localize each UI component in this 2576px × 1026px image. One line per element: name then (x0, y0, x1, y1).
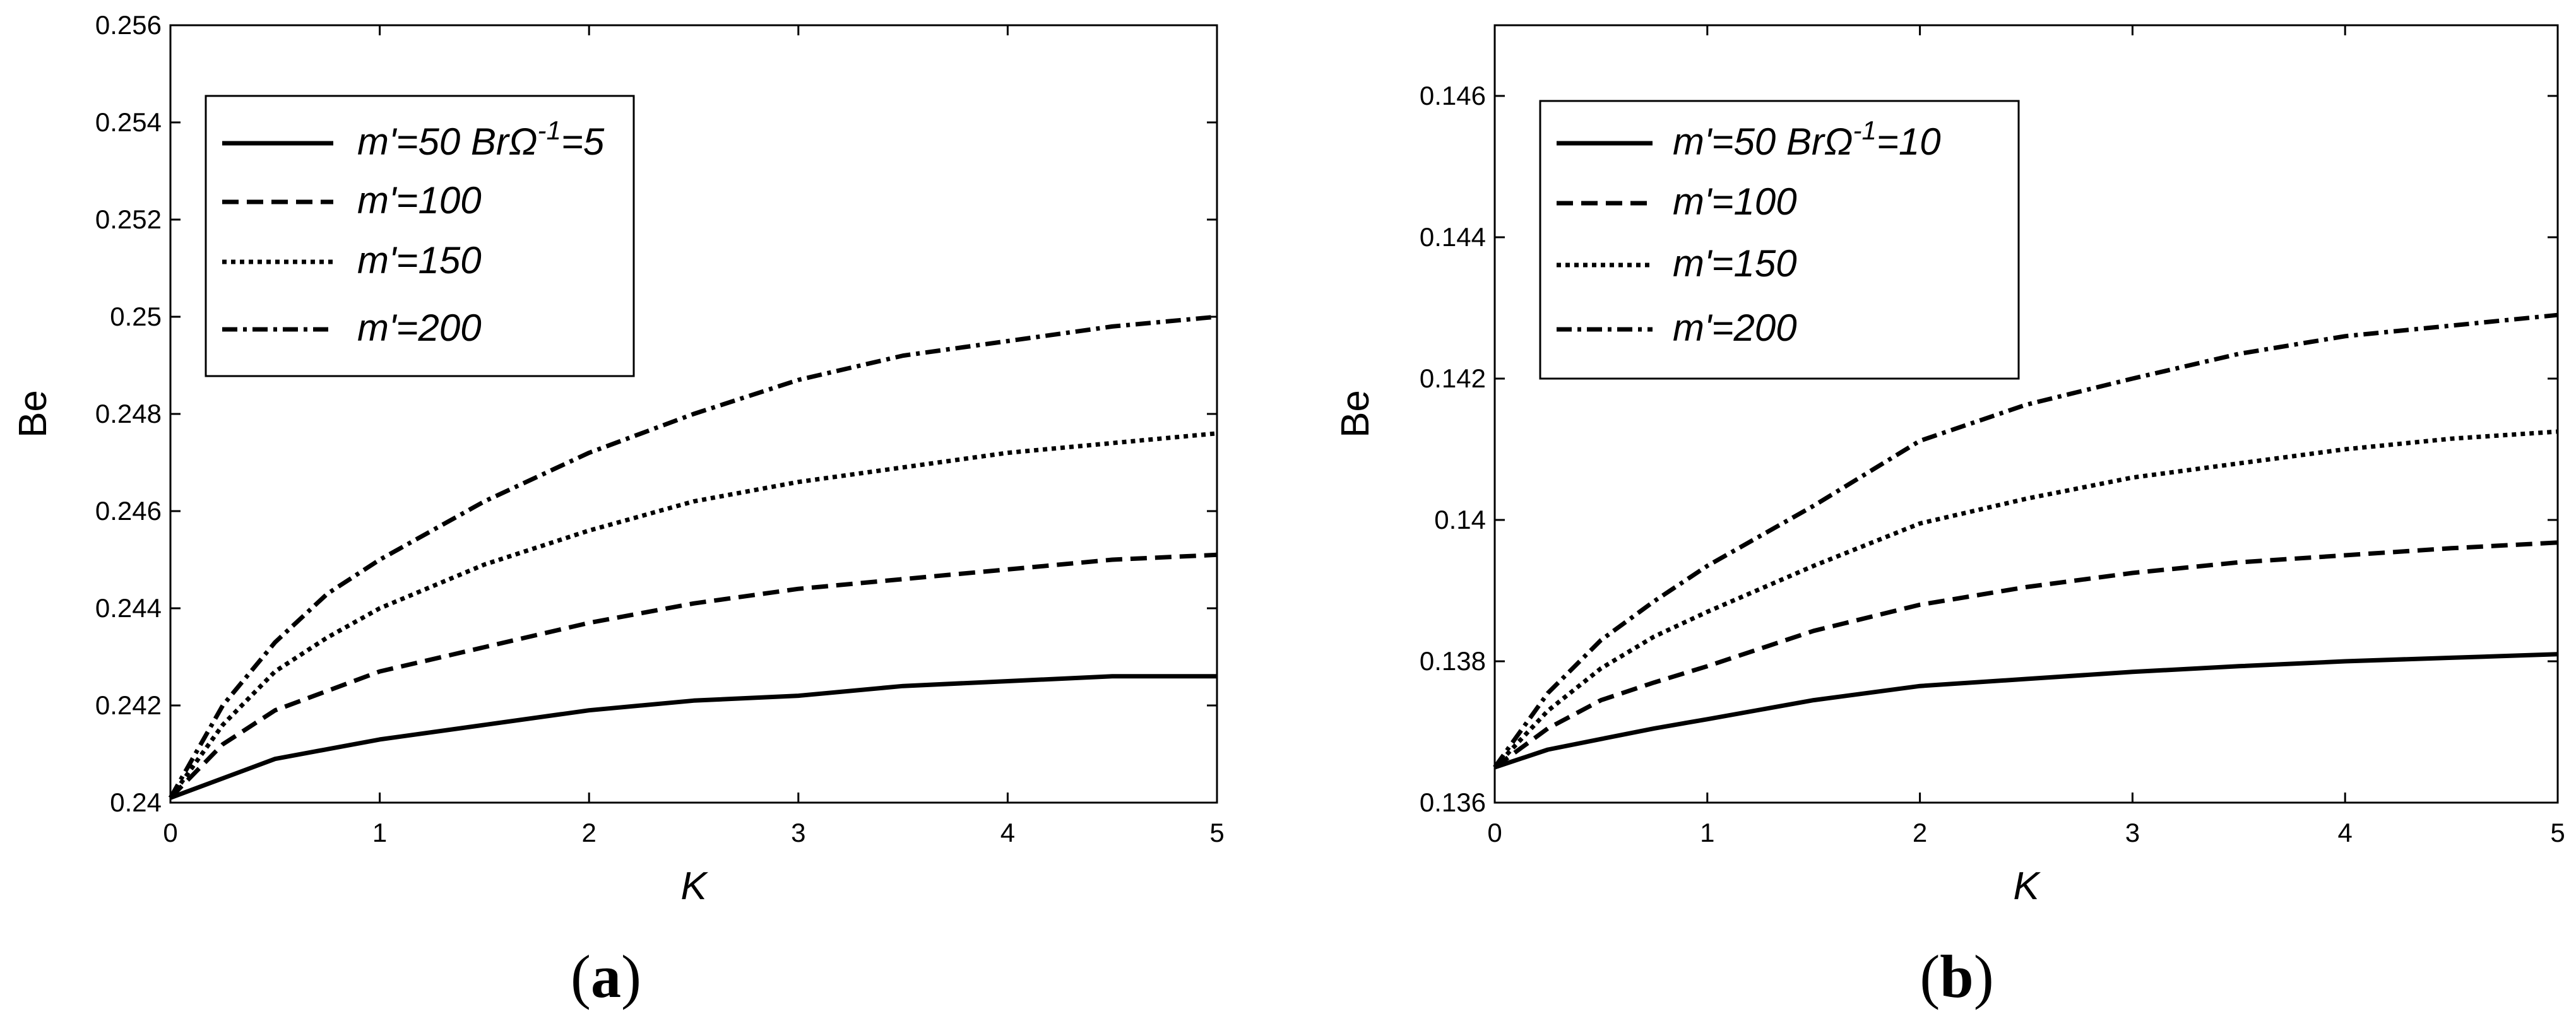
panel-label: (b) (1920, 943, 1993, 1010)
legend-entry-label: m'=50 BrΩ-1=5 (357, 115, 605, 163)
y-tick-label: 0.256 (95, 10, 162, 40)
series-line-dashed (1493, 540, 2558, 769)
x-tick-label: 3 (2125, 818, 2140, 847)
y-tick-label: 0.248 (95, 399, 162, 428)
series-line-dashdot (1493, 312, 2558, 769)
panel-label: (a) (571, 943, 641, 1010)
x-axis-label: K (2013, 864, 2041, 908)
chart-panel-b: 0 1 2 3 4 5 0.136 0.138 0.14 0.142 0.144 0.146 K Be m'… (1334, 24, 2565, 1010)
legend-entry-label: m'=100 (357, 179, 482, 221)
legend: m'=50 BrΩ-1=5 m'=100 m'=150 m'=200 (205, 95, 635, 377)
series-line-solid (169, 674, 1217, 800)
legend: m'=50 BrΩ-1=10 m'=100 m'=150 m'=200 (1539, 100, 2020, 380)
y-axis-label: Be (1334, 390, 1377, 438)
x-tick-label: 5 (2550, 818, 2565, 847)
x-tick-label: 3 (791, 818, 805, 847)
x-tick-label: 2 (582, 818, 597, 847)
legend-entry-label: m'=150 (1673, 242, 1797, 285)
legend-entry-label: m'=200 (1673, 307, 1797, 349)
y-tick-label: 0.14 (1434, 505, 1486, 534)
y-tick-label: 0.146 (1420, 81, 1486, 110)
x-tick-label: 0 (1487, 818, 1502, 847)
y-tick-label: 0.246 (95, 496, 162, 526)
series-line-dashdot (168, 314, 1218, 799)
y-tick-label: 0.138 (1420, 646, 1486, 676)
y-tick-label: 0.254 (95, 107, 162, 137)
legend-entry-label: m'=150 (357, 239, 482, 281)
y-tick-label: 0.24 (110, 787, 162, 817)
y-tick-label: 0.244 (95, 593, 162, 623)
legend-entry-label: m'=200 (357, 307, 482, 349)
y-axis-label: Be (11, 390, 55, 438)
x-tick-label: 4 (1000, 818, 1015, 847)
x-tick-label: 0 (163, 818, 177, 847)
x-tick-label: 2 (1913, 818, 1927, 847)
x-axis-label: K (680, 864, 708, 908)
y-tick-label: 0.144 (1420, 222, 1486, 252)
y-tick-label: 0.252 (95, 204, 162, 234)
legend-entry-label: m'=50 BrΩ-1=10 (1673, 115, 1941, 163)
series-line-dashed (169, 552, 1218, 799)
legend-box (1539, 100, 2020, 380)
legend-entry-label: m'=100 (1673, 180, 1797, 223)
x-tick-label: 1 (372, 818, 387, 847)
y-tick-label: 0.25 (110, 302, 162, 331)
y-tick-label: 0.142 (1420, 363, 1486, 393)
y-tick-label: 0.242 (95, 690, 162, 720)
x-tick-label: 5 (1209, 818, 1224, 847)
x-tick-label: 1 (1700, 818, 1714, 847)
series-line-dotted (169, 431, 1218, 799)
series-line-solid (1493, 652, 2558, 770)
x-tick-label: 4 (2338, 818, 2353, 847)
chart-panel-a: 0 1 2 3 4 5 0.24 0.242 0.244 0.246 0.248 0.25 0.252 0… (11, 10, 1225, 1010)
y-tick-label: 0.136 (1420, 787, 1486, 817)
series-line-dotted (1493, 429, 2558, 769)
